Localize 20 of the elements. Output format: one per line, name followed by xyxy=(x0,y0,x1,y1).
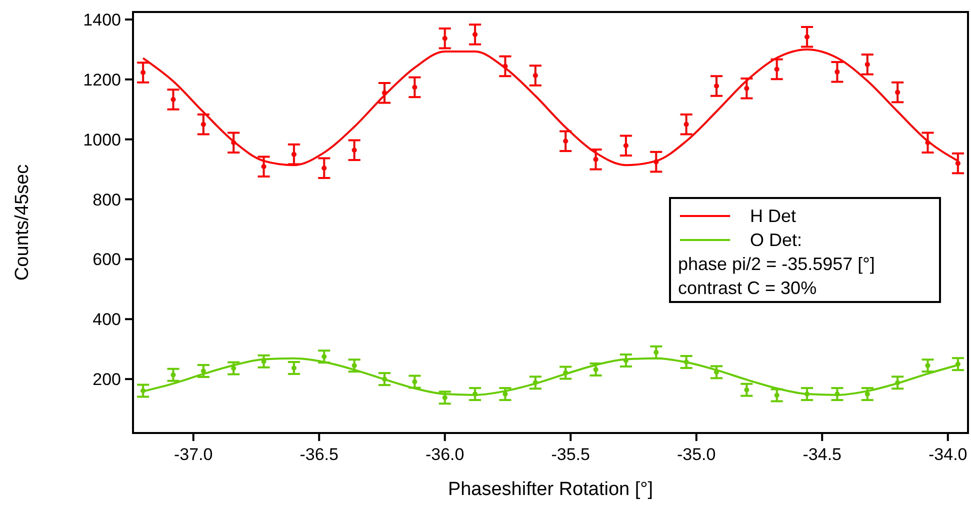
y-axis-title: Counts/45sec xyxy=(12,164,33,281)
x-tick-label: -34.5 xyxy=(802,445,842,464)
x-tick-label: -35.0 xyxy=(677,445,716,464)
x-tick-label: -35.5 xyxy=(551,445,590,464)
y-tick-label: 200 xyxy=(92,370,121,390)
y-tick-label: 1000 xyxy=(83,130,121,150)
y-tick-label: 400 xyxy=(92,310,121,330)
y-tick-label: 1400 xyxy=(83,10,121,30)
x-tick-label: -34.0 xyxy=(928,445,968,464)
annotation: phase pi/2 = -35.5957 [°] xyxy=(678,254,875,274)
x-tick-label: -37.0 xyxy=(174,445,213,464)
x-axis-title: Phaseshifter Rotation [°] xyxy=(448,479,654,500)
legend-label: O Det: xyxy=(750,230,802,250)
y-tick-label: 800 xyxy=(92,190,121,210)
legend-label: H Det xyxy=(750,206,796,226)
y-tick-label: 1200 xyxy=(83,70,121,90)
annotation: contrast C = 30% xyxy=(678,278,817,298)
x-tick-label: -36.5 xyxy=(300,445,338,464)
y-tick-label: 600 xyxy=(92,250,121,270)
x-tick-label: -36.0 xyxy=(425,445,464,464)
